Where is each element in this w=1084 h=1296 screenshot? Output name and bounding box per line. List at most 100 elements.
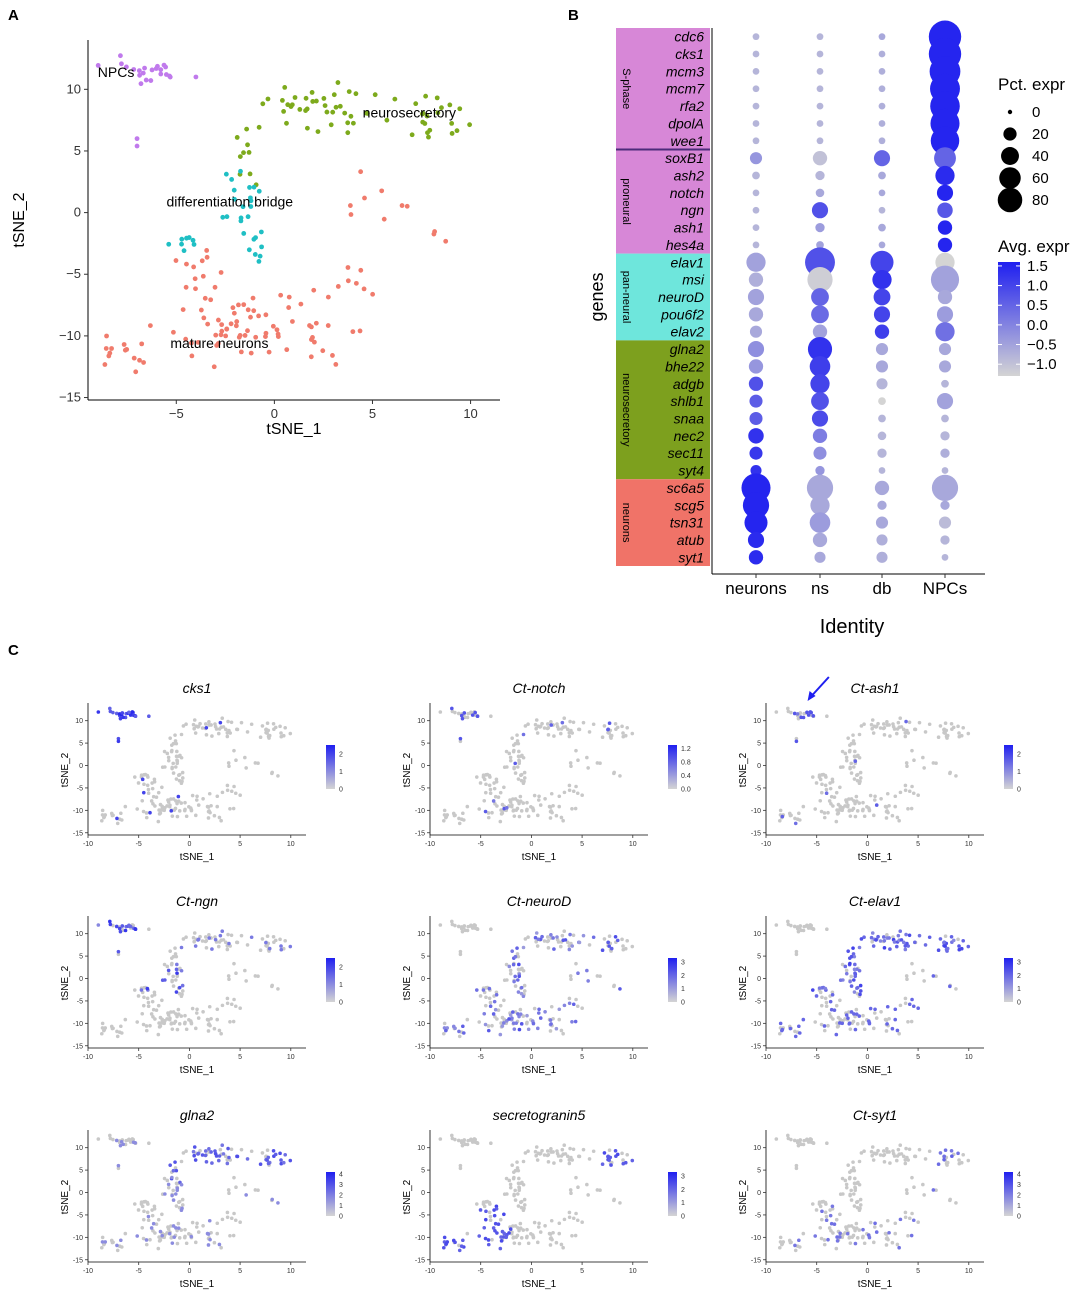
point bbox=[281, 733, 286, 738]
point bbox=[123, 928, 128, 933]
point bbox=[244, 766, 248, 770]
point bbox=[502, 765, 507, 770]
point bbox=[818, 1225, 823, 1230]
point bbox=[888, 947, 892, 951]
point-neurons bbox=[381, 216, 387, 222]
point bbox=[855, 1236, 860, 1240]
point bbox=[573, 1019, 578, 1024]
dot bbox=[807, 336, 833, 362]
point bbox=[486, 811, 491, 815]
panel-a-tsne-scatter: −5 0 5 10−15−10−50510tSNE_1tSNE_2NPCsneuros… bbox=[11, 40, 500, 438]
point-neurons bbox=[195, 339, 201, 345]
point bbox=[266, 1161, 271, 1166]
dot bbox=[816, 33, 824, 41]
point bbox=[598, 1188, 602, 1193]
point bbox=[606, 940, 611, 945]
point bbox=[253, 974, 258, 978]
point-ns bbox=[345, 120, 351, 126]
point-neurons bbox=[147, 323, 153, 329]
gene-label: ash2 bbox=[674, 168, 705, 184]
point bbox=[847, 1224, 851, 1228]
point bbox=[855, 985, 860, 990]
y-tick-label: 10 bbox=[75, 718, 83, 725]
point bbox=[546, 1160, 551, 1164]
point bbox=[149, 1226, 154, 1230]
point-ns bbox=[245, 142, 250, 148]
point bbox=[166, 1182, 171, 1187]
point bbox=[474, 775, 479, 779]
point bbox=[510, 949, 514, 953]
point bbox=[794, 1166, 799, 1171]
gene-label: sc6a5 bbox=[667, 480, 705, 496]
dot bbox=[878, 50, 886, 58]
point bbox=[792, 711, 797, 716]
point bbox=[549, 933, 553, 937]
y-axis-title: tSNE_2 bbox=[402, 965, 413, 1000]
point-ns bbox=[331, 92, 337, 98]
point bbox=[168, 949, 172, 953]
point bbox=[192, 1145, 197, 1149]
point-neurons bbox=[345, 265, 351, 270]
point-neurons bbox=[443, 238, 449, 244]
point bbox=[808, 1137, 813, 1141]
point bbox=[927, 1149, 932, 1154]
point bbox=[577, 727, 582, 732]
point-ns bbox=[345, 130, 351, 136]
point bbox=[819, 1217, 824, 1222]
point bbox=[824, 1004, 829, 1008]
point bbox=[276, 1201, 280, 1205]
point bbox=[899, 725, 904, 729]
point bbox=[557, 1231, 562, 1236]
point bbox=[874, 1230, 879, 1234]
dot bbox=[749, 152, 763, 165]
point bbox=[232, 748, 236, 753]
point bbox=[537, 794, 541, 799]
point bbox=[499, 1235, 503, 1239]
point bbox=[846, 736, 850, 740]
point bbox=[780, 1027, 785, 1032]
point bbox=[519, 772, 524, 777]
point-neurons bbox=[199, 258, 205, 264]
point bbox=[857, 1159, 862, 1164]
dot bbox=[940, 431, 950, 441]
point bbox=[204, 726, 209, 730]
point bbox=[893, 1017, 898, 1022]
point bbox=[181, 724, 186, 728]
point bbox=[531, 1021, 536, 1026]
point bbox=[884, 1243, 889, 1247]
point bbox=[265, 934, 270, 938]
point bbox=[192, 931, 197, 935]
point bbox=[258, 1162, 263, 1167]
point bbox=[907, 1002, 912, 1007]
y-tick-label: 10 bbox=[417, 931, 425, 938]
point bbox=[545, 722, 550, 726]
point-ns bbox=[449, 121, 455, 126]
point bbox=[819, 809, 824, 814]
legend-label: 2 bbox=[339, 751, 343, 758]
point-ns bbox=[447, 102, 453, 108]
x-tick-label: 10 bbox=[287, 841, 295, 848]
point bbox=[555, 935, 559, 939]
point bbox=[194, 798, 199, 802]
point bbox=[595, 1188, 600, 1192]
point bbox=[460, 1143, 465, 1148]
point bbox=[905, 764, 909, 769]
dot bbox=[878, 206, 886, 214]
point bbox=[176, 794, 181, 799]
point-neurons bbox=[286, 305, 292, 310]
point bbox=[907, 789, 912, 794]
point bbox=[144, 1238, 149, 1242]
color-legend-label: 1.0 bbox=[1027, 278, 1048, 295]
point bbox=[931, 974, 936, 978]
point-neurons bbox=[270, 323, 276, 329]
point-neurons bbox=[139, 341, 145, 347]
point bbox=[591, 722, 596, 727]
point bbox=[221, 1152, 226, 1156]
point bbox=[116, 739, 121, 744]
point-ns bbox=[315, 129, 321, 135]
point bbox=[903, 1158, 908, 1162]
point bbox=[923, 943, 928, 947]
point bbox=[181, 1151, 186, 1155]
point bbox=[565, 1154, 570, 1159]
point-ns bbox=[282, 84, 288, 90]
